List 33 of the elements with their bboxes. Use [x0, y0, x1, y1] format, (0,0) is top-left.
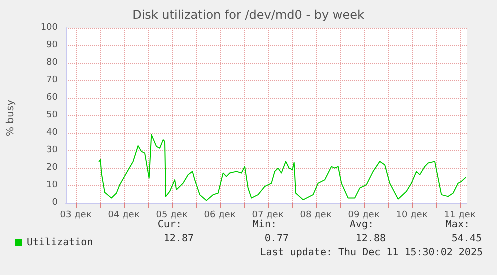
y-tick-label: 60 [46, 93, 58, 103]
text: 12.87 [164, 234, 194, 244]
text: Max: [446, 220, 470, 230]
text: Avg: [350, 220, 374, 230]
x-tick-label: 10 дек [396, 210, 428, 220]
x-tick-label: 06 дек [204, 210, 236, 220]
text: Last update: Thu Dec 11 15:30:02 2025 [260, 248, 483, 258]
y-tick-label: 90 [46, 40, 58, 50]
legend-label: Utilization [27, 238, 94, 248]
y-tick-label: 40 [46, 128, 58, 138]
x-tick-label: 08 дек [300, 210, 332, 220]
x-tick-label: 03 дек [60, 210, 92, 220]
x-tick-label: 05 дек [156, 210, 188, 220]
y-tick-label: 100 [40, 23, 58, 33]
y-axis-title: % busy [6, 100, 16, 136]
text: Cur: [158, 220, 182, 230]
x-tick-label: 07 дек [252, 210, 284, 220]
y-tick-label: 50 [46, 110, 58, 120]
y-tick-label: 0 [52, 198, 58, 208]
y-tick-label: 20 [46, 163, 58, 173]
x-tick-label: 04 дек [108, 210, 140, 220]
text: 12.88 [356, 234, 386, 244]
text: 0.77 [264, 234, 289, 244]
y-tick-label: 80 [46, 58, 58, 68]
text: Min: [252, 220, 277, 230]
text: 54.45 [452, 234, 482, 244]
x-tick-label: 11 дек [444, 210, 476, 220]
y-tick-label: 30 [46, 146, 58, 156]
chart-title: Disk utilization for /dev/md0 - by week [132, 8, 364, 22]
y-tick-label: 10 [46, 180, 58, 190]
x-tick-label: 09 дек [348, 210, 380, 220]
line-series [98, 134, 466, 202]
y-tick-label: 70 [46, 76, 58, 86]
